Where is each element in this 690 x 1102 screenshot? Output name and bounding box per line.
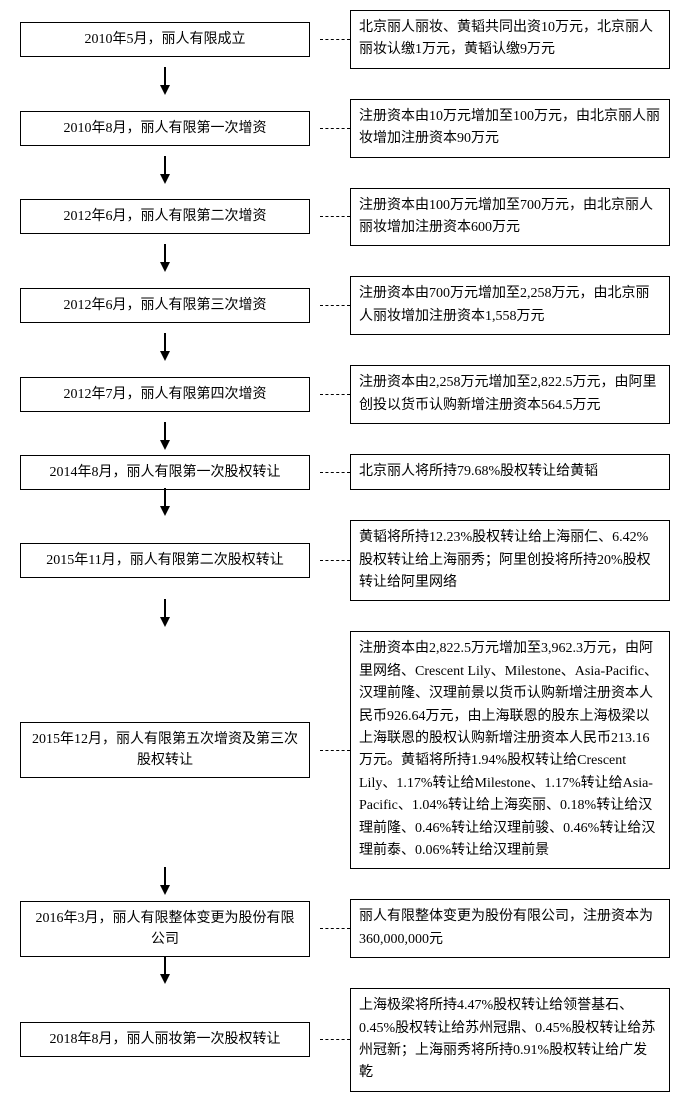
right-column: 上海极梁将所持4.47%股权转让给领誉基石、0.45%股权转让给苏州冠鼎、0.4…: [350, 988, 670, 1092]
description-box: 注册资本由10万元增加至100万元，由北京丽人丽妆增加注册资本90万元: [350, 99, 670, 158]
arrow-down-icon: [10, 158, 320, 188]
right-column: 注册资本由2,258万元增加至2,822.5万元，由阿里创投以货币认购新增注册资…: [350, 365, 670, 424]
description-box: 注册资本由700万元增加至2,258万元，由北京丽人丽妆增加注册资本1,558万…: [350, 276, 670, 335]
left-column: 2015年11月，丽人有限第二次股权转让: [10, 520, 320, 601]
dashed-connector: [320, 899, 350, 958]
event-box: 2012年7月，丽人有限第四次增资: [20, 377, 310, 412]
dashed-connector: [320, 99, 350, 158]
description-box: 注册资本由2,258万元增加至2,822.5万元，由阿里创投以货币认购新增注册资…: [350, 365, 670, 424]
dashed-connector: [320, 631, 350, 869]
left-column: 2012年6月，丽人有限第二次增资: [10, 188, 320, 247]
event-box: 2010年8月，丽人有限第一次增资: [20, 111, 310, 146]
dashed-connector: [320, 365, 350, 424]
left-column: 2010年8月，丽人有限第一次增资: [10, 99, 320, 158]
left-column: 2012年6月，丽人有限第三次增资: [10, 276, 320, 335]
event-box: 2015年11月，丽人有限第二次股权转让: [20, 543, 310, 578]
description-box: 注册资本由100万元增加至700万元，由北京丽人丽妆增加注册资本600万元: [350, 188, 670, 247]
dashed-connector: [320, 988, 350, 1092]
event-box: 2012年6月，丽人有限第三次增资: [20, 288, 310, 323]
right-column: 黄韬将所持12.23%股权转让给上海丽仁、6.42%股权转让给上海丽秀；阿里创投…: [350, 520, 670, 601]
arrow-down-icon: [10, 335, 320, 365]
timeline-row: 2014年8月，丽人有限第一次股权转让 北京丽人将所持79.68%股权转让给黄韬: [10, 454, 680, 490]
event-box: 2018年8月，丽人丽妆第一次股权转让: [20, 1022, 310, 1057]
event-box: 2012年6月，丽人有限第二次增资: [20, 199, 310, 234]
right-column: 丽人有限整体变更为股份有限公司，注册资本为360,000,000元: [350, 899, 670, 958]
event-box: 2014年8月，丽人有限第一次股权转让: [20, 455, 310, 490]
timeline-row: 2015年12月，丽人有限第五次增资及第三次股权转让注册资本由2,822.5万元…: [10, 631, 680, 869]
right-column: 注册资本由100万元增加至700万元，由北京丽人丽妆增加注册资本600万元: [350, 188, 670, 247]
left-column: 2012年7月，丽人有限第四次增资: [10, 365, 320, 424]
event-box: 2015年12月，丽人有限第五次增资及第三次股权转让: [20, 722, 310, 778]
right-column: 北京丽人将所持79.68%股权转让给黄韬: [350, 454, 670, 490]
description-box: 黄韬将所持12.23%股权转让给上海丽仁、6.42%股权转让给上海丽秀；阿里创投…: [350, 520, 670, 601]
right-column: 北京丽人丽妆、黄韬共同出资10万元，北京丽人丽妆认缴1万元，黄韬认缴9万元: [350, 10, 670, 69]
dashed-connector: [320, 10, 350, 69]
description-box: 上海极梁将所持4.47%股权转让给领誉基石、0.45%股权转让给苏州冠鼎、0.4…: [350, 988, 670, 1092]
arrow-down-icon: [10, 69, 320, 99]
dashed-connector: [320, 188, 350, 247]
timeline-row: 2012年7月，丽人有限第四次增资 注册资本由2,258万元增加至2,822.5万…: [10, 365, 680, 424]
arrow-down-icon: [10, 490, 320, 520]
arrow-down-icon: [10, 601, 320, 631]
left-column: 2018年8月，丽人丽妆第一次股权转让: [10, 988, 320, 1092]
timeline-row: 2015年11月，丽人有限第二次股权转让 黄韬将所持12.23%股权转让给上海丽仁…: [10, 520, 680, 601]
left-column: 2014年8月，丽人有限第一次股权转让: [10, 454, 320, 490]
description-box: 注册资本由2,822.5万元增加至3,962.3万元，由阿里网络、Crescen…: [350, 631, 670, 869]
timeline-row: 2010年8月，丽人有限第一次增资 注册资本由10万元增加至100万元，由北京丽人…: [10, 99, 680, 158]
timeline-row: 2012年6月，丽人有限第二次增资 注册资本由100万元增加至700万元，由北京丽…: [10, 188, 680, 247]
timeline-row: 2010年5月，丽人有限成立 北京丽人丽妆、黄韬共同出资10万元，北京丽人丽妆认缴…: [10, 10, 680, 69]
timeline-row: 2018年8月，丽人丽妆第一次股权转让 上海极梁将所持4.47%股权转让给领誉基石…: [10, 988, 680, 1092]
left-column: 2016年3月，丽人有限整体变更为股份有限公司: [10, 899, 320, 958]
dashed-connector: [320, 520, 350, 601]
arrow-down-icon: [10, 246, 320, 276]
arrow-down-icon: [10, 424, 320, 454]
description-box: 丽人有限整体变更为股份有限公司，注册资本为360,000,000元: [350, 899, 670, 958]
description-box: 北京丽人丽妆、黄韬共同出资10万元，北京丽人丽妆认缴1万元，黄韬认缴9万元: [350, 10, 670, 69]
timeline-row: 2012年6月，丽人有限第三次增资 注册资本由700万元增加至2,258万元，由北…: [10, 276, 680, 335]
dashed-connector: [320, 276, 350, 335]
event-box: 2010年5月，丽人有限成立: [20, 22, 310, 57]
timeline-flowchart: 2010年5月，丽人有限成立 北京丽人丽妆、黄韬共同出资10万元，北京丽人丽妆认缴…: [10, 10, 680, 1092]
right-column: 注册资本由2,822.5万元增加至3,962.3万元，由阿里网络、Crescen…: [350, 631, 670, 869]
arrow-down-icon: [10, 869, 320, 899]
left-column: 2015年12月，丽人有限第五次增资及第三次股权转让: [10, 631, 320, 869]
right-column: 注册资本由700万元增加至2,258万元，由北京丽人丽妆增加注册资本1,558万…: [350, 276, 670, 335]
left-column: 2010年5月，丽人有限成立: [10, 10, 320, 69]
event-box: 2016年3月，丽人有限整体变更为股份有限公司: [20, 901, 310, 957]
right-column: 注册资本由10万元增加至100万元，由北京丽人丽妆增加注册资本90万元: [350, 99, 670, 158]
description-box: 北京丽人将所持79.68%股权转让给黄韬: [350, 454, 670, 490]
timeline-row: 2016年3月，丽人有限整体变更为股份有限公司丽人有限整体变更为股份有限公司，注…: [10, 899, 680, 958]
arrow-down-icon: [10, 958, 320, 988]
dashed-connector: [320, 454, 350, 490]
